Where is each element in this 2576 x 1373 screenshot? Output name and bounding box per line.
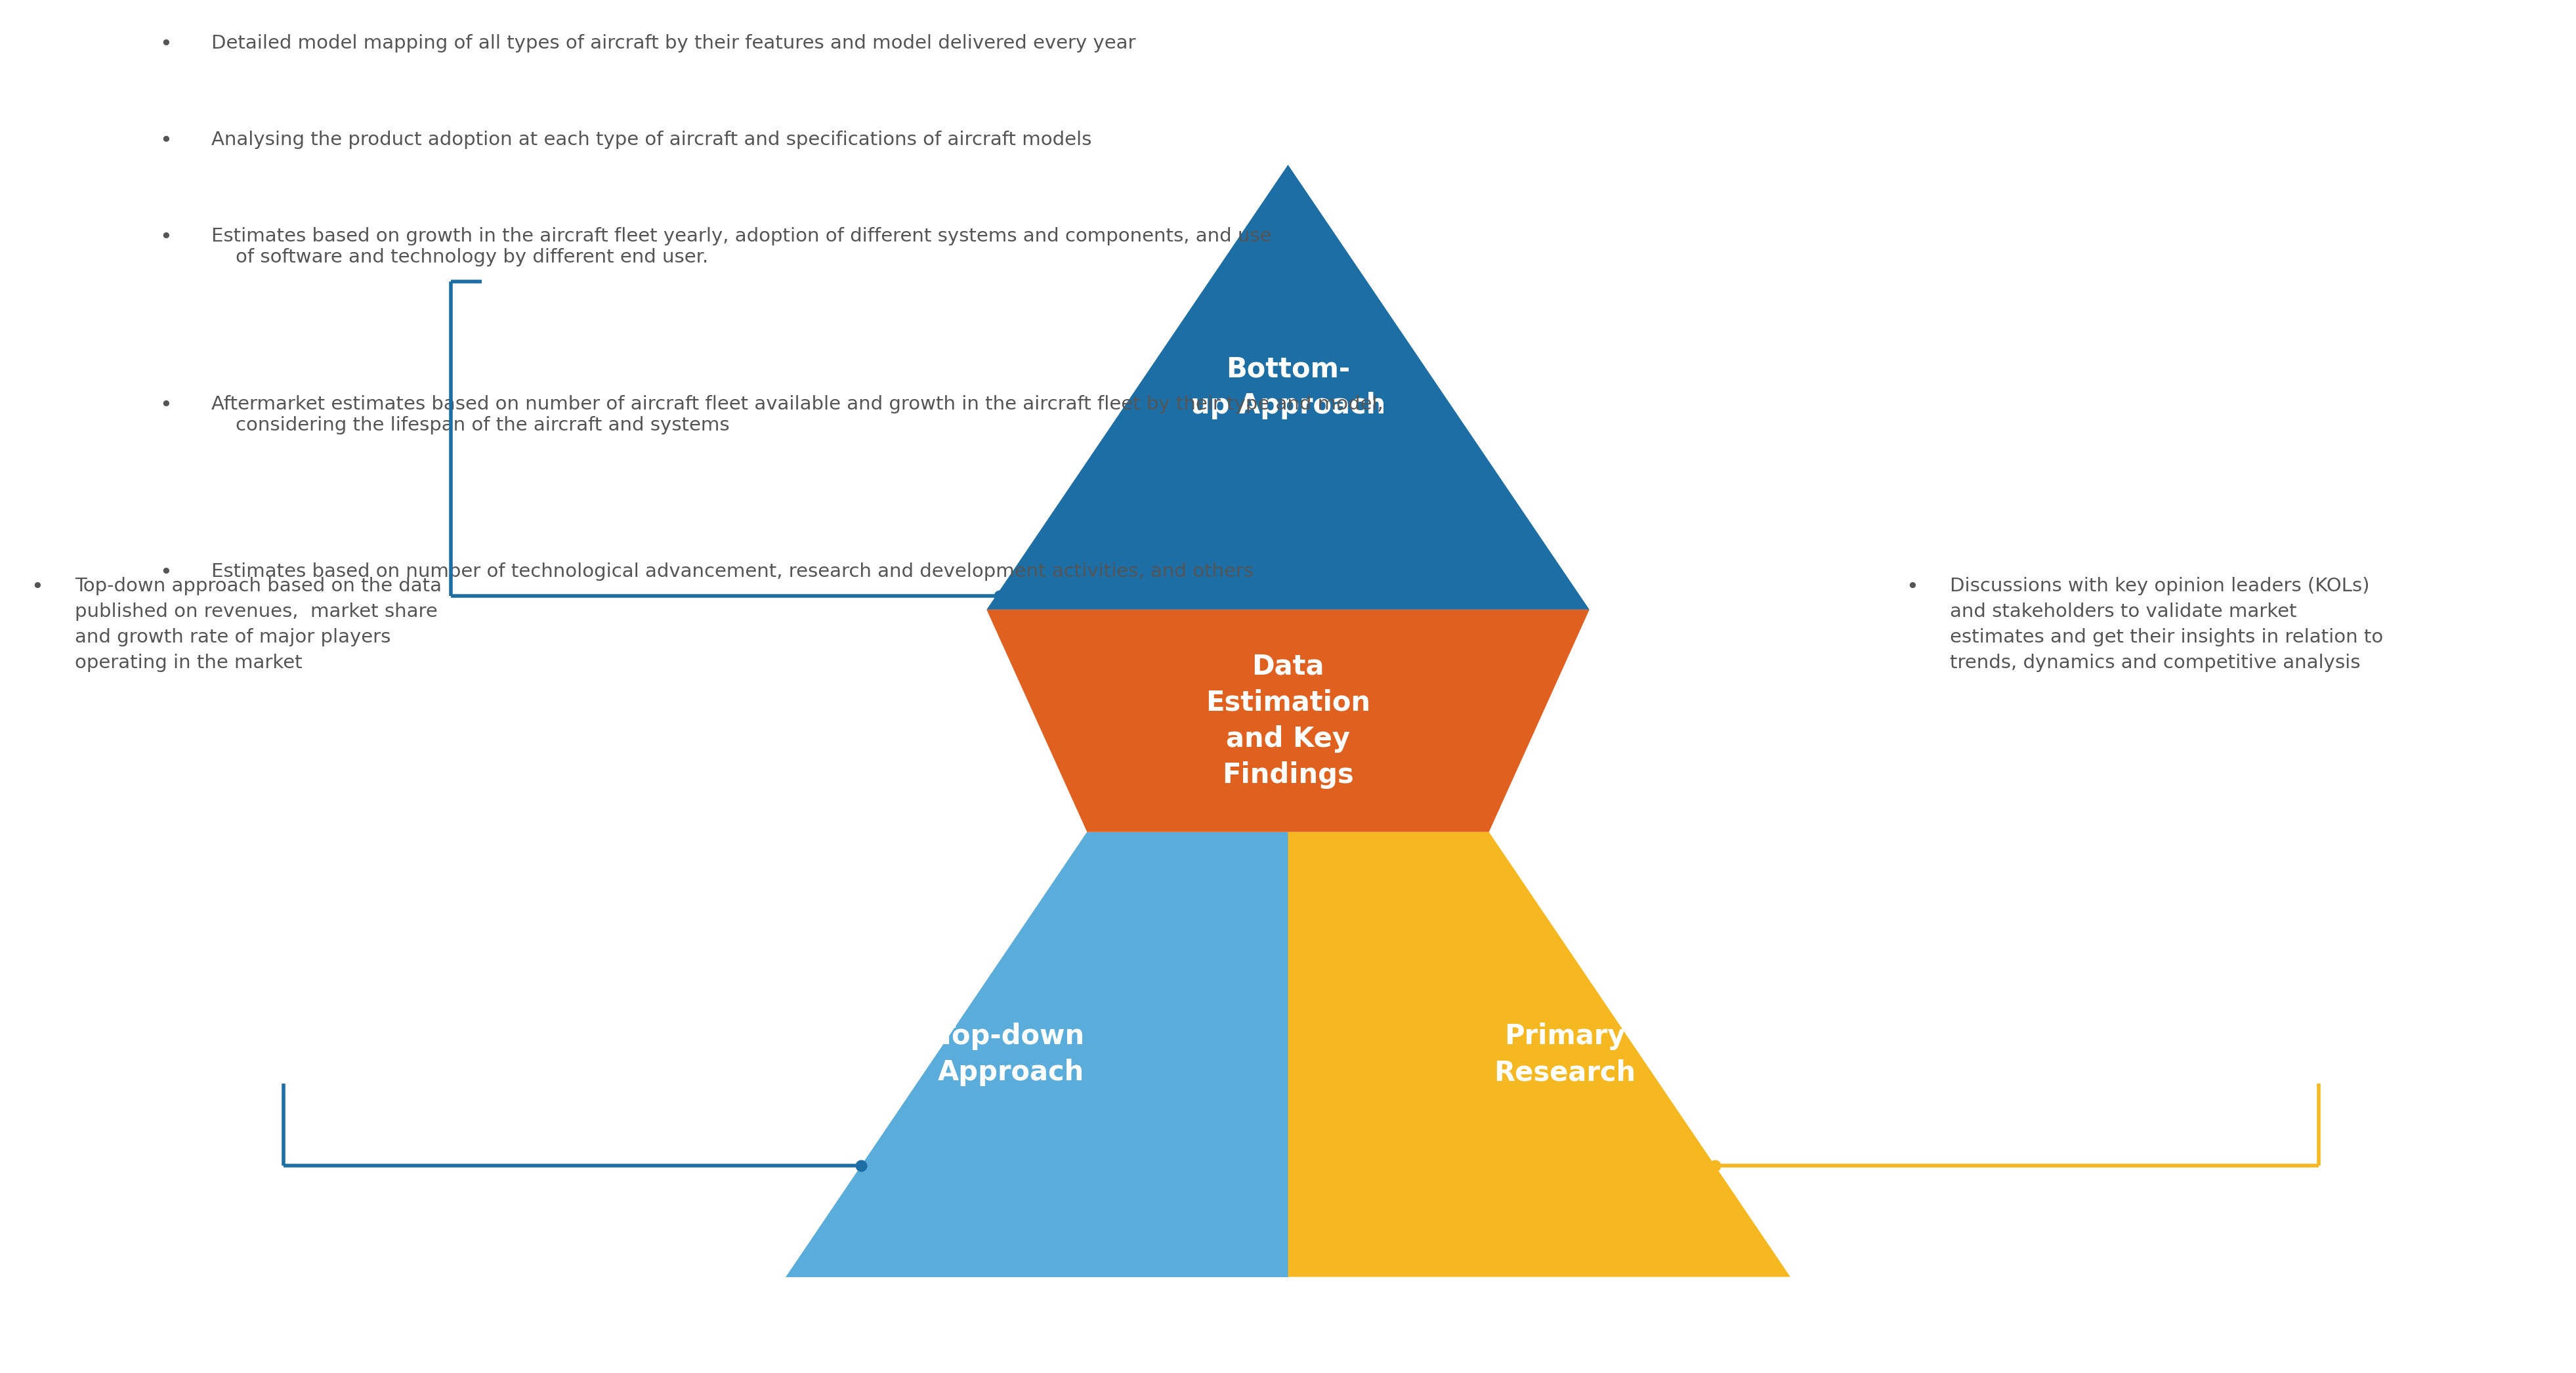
- Text: Estimates based on growth in the aircraft fleet yearly, adoption of different sy: Estimates based on growth in the aircraf…: [211, 227, 1273, 266]
- Text: Analysing the product adoption at each type of aircraft and specifications of ai: Analysing the product adoption at each t…: [211, 130, 1092, 150]
- Text: Top-down approach based on the data
published on revenues,  market share
and gro: Top-down approach based on the data publ…: [75, 577, 440, 671]
- Text: Primary
Research: Primary Research: [1494, 1023, 1636, 1086]
- Text: Discussions with key opinion leaders (KOLs)
and stakeholders to validate market
: Discussions with key opinion leaders (KO…: [1950, 577, 2383, 671]
- Text: Bottom-
up Approach: Bottom- up Approach: [1190, 356, 1386, 419]
- Polygon shape: [987, 165, 1589, 610]
- Text: •: •: [160, 395, 173, 415]
- Text: •: •: [1906, 577, 1919, 597]
- Text: Detailed model mapping of all types of aircraft by their features and model deli: Detailed model mapping of all types of a…: [211, 34, 1136, 52]
- Text: •: •: [160, 563, 173, 584]
- Text: •: •: [31, 577, 44, 597]
- Text: Data
Estimation
and Key
Findings: Data Estimation and Key Findings: [1206, 652, 1370, 789]
- Text: •: •: [160, 130, 173, 151]
- Text: •: •: [160, 227, 173, 247]
- Polygon shape: [786, 832, 1288, 1277]
- Text: Top-down
Approach: Top-down Approach: [938, 1023, 1084, 1086]
- Text: Estimates based on number of technological advancement, research and development: Estimates based on number of technologic…: [211, 563, 1255, 581]
- Polygon shape: [1288, 832, 1790, 1277]
- Text: •: •: [160, 34, 173, 55]
- Text: Aftermarket estimates based on number of aircraft fleet available and growth in : Aftermarket estimates based on number of…: [211, 395, 1383, 434]
- Polygon shape: [987, 610, 1589, 832]
